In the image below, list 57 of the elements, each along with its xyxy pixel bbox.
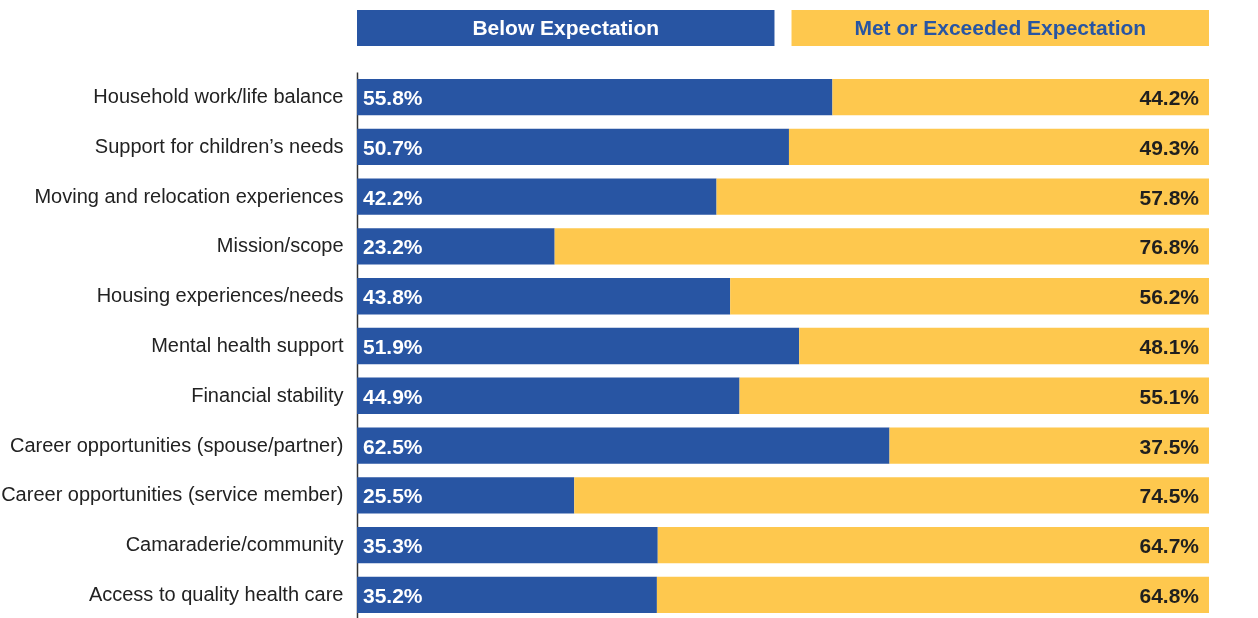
bar — [357, 128, 789, 166]
data-label: 23.2% — [363, 235, 423, 259]
data-label: 25.5% — [363, 484, 423, 508]
bar — [730, 278, 1209, 315]
bar — [832, 78, 1209, 116]
bar — [716, 178, 1209, 215]
data-label: 49.3% — [1139, 135, 1200, 159]
bar — [889, 427, 1209, 464]
bar — [554, 228, 1209, 265]
data-label: 35.2% — [363, 583, 423, 607]
data-label: 56.2% — [1139, 285, 1200, 309]
bar — [357, 526, 658, 564]
bar — [657, 526, 1209, 564]
data-label: 35.3% — [363, 534, 423, 558]
y-tick-label: Access to quality health care — [88, 582, 344, 605]
bar — [357, 377, 740, 414]
data-label: 64.8% — [1139, 583, 1200, 607]
bar — [574, 477, 1209, 514]
data-label: 44.2% — [1139, 86, 1200, 110]
data-label: 55.8% — [363, 86, 423, 110]
data-label: 50.7% — [363, 135, 423, 159]
data-label: 55.1% — [1139, 384, 1200, 408]
y-tick-label: Housing experiences/needs — [96, 284, 344, 307]
data-label: 51.9% — [363, 335, 423, 358]
y-tick-label: Financial stability — [191, 383, 344, 406]
y-tick-label: Career opportunities (service member) — [1, 483, 344, 506]
bar — [739, 377, 1209, 414]
data-label: 76.8% — [1139, 235, 1200, 259]
bar — [357, 278, 731, 315]
bar — [357, 576, 657, 614]
data-label: 44.9% — [363, 384, 423, 408]
bar — [357, 477, 575, 514]
bar — [357, 78, 833, 116]
data-label: 42.2% — [363, 185, 423, 209]
data-label: 74.5% — [1139, 484, 1200, 508]
data-label: 37.5% — [1139, 434, 1200, 458]
bar — [357, 427, 890, 464]
y-tick-label: Career opportunities (spouse/partner) — [9, 433, 344, 456]
data-label: 64.7% — [1139, 534, 1200, 558]
y-tick-label: Support for children’s needs — [94, 134, 344, 157]
bar — [656, 576, 1209, 614]
bar — [357, 327, 800, 365]
bar — [799, 327, 1209, 365]
series-label: Met or Exceeded Expectation — [854, 16, 1147, 39]
data-label: 57.8% — [1139, 185, 1200, 209]
y-tick-label: Household work/life balance — [93, 85, 344, 108]
bar — [357, 228, 555, 265]
series-label: Below Expectation — [472, 16, 660, 39]
bar — [788, 128, 1209, 166]
y-tick-label: Mission/scope — [216, 234, 344, 257]
y-tick-label: Camaraderie/community — [125, 533, 344, 556]
data-label: 62.5% — [363, 434, 423, 458]
bar — [357, 178, 717, 215]
y-tick-label: Moving and relocation experiences — [34, 184, 344, 207]
y-tick-label: Mental health support — [151, 334, 344, 356]
data-label: 48.1% — [1139, 335, 1200, 358]
data-label: 43.8% — [363, 285, 423, 309]
